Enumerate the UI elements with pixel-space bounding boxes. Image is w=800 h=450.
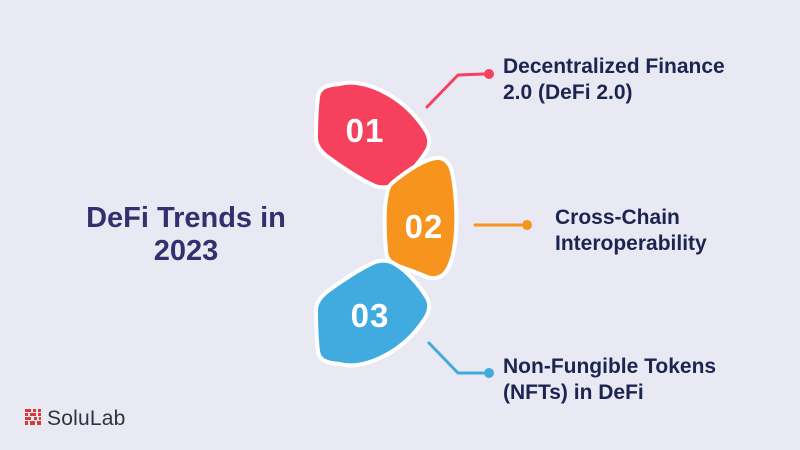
step-3-connector-dot [484, 368, 494, 378]
step-1-blob [314, 80, 432, 190]
step-2-number: 02 [405, 208, 444, 245]
step-3-label-line-2: (NFTs) in DeFi [503, 381, 644, 404]
solulab-mark-icon [25, 409, 41, 425]
solulab-brand-text: SoluLab [47, 407, 125, 430]
step-3-connector-line [427, 341, 485, 375]
step-3-number: 03 [351, 297, 390, 334]
step-2-label-line-2: Interoperability [555, 232, 707, 255]
solulab-logo: SoluLab [25, 407, 125, 430]
step-1-connector-dot [484, 69, 494, 79]
step-1-label-line-1: Decentralized Finance [503, 55, 725, 78]
step-2-label-line-1: Cross-Chain [555, 206, 680, 229]
step-1-label-line-2: 2.0 (DeFi 2.0) [503, 81, 633, 104]
step-2-connector-dot [522, 220, 532, 230]
step-1-connector-line [425, 72, 486, 109]
step-2-blob [382, 155, 459, 281]
page-title-line-1: DeFi Trends in [86, 202, 286, 234]
page-title-line-2: 2023 [154, 235, 219, 267]
step-3-blob [314, 258, 432, 368]
step-3-label-line-1: Non-Fungible Tokens [503, 355, 716, 378]
step-1-number: 01 [346, 112, 385, 149]
